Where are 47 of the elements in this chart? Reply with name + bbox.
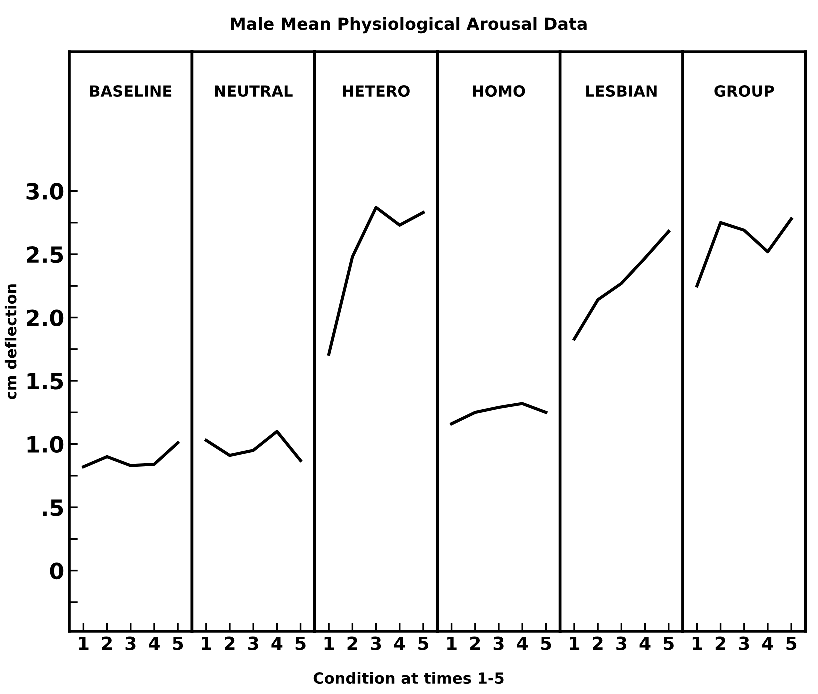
x-tick-label: 2 xyxy=(593,636,603,650)
text: HOMO xyxy=(473,85,526,98)
x-axis-title: Condition at times 1-5 xyxy=(314,672,504,684)
y-tick-label: .5 xyxy=(43,500,64,516)
y-tick-label: 0 xyxy=(50,562,64,580)
x-tick-label: 2 xyxy=(225,636,235,650)
x-tick-label: 5 xyxy=(418,636,428,650)
chart-title: Male Mean Physiological Arousal Data xyxy=(231,17,587,34)
x-tick-label: 5 xyxy=(786,636,797,650)
x-tick-label: 2 xyxy=(102,636,112,650)
x-tick-label: 1 xyxy=(692,636,702,650)
x-tick-label: 4 xyxy=(762,636,774,650)
x-tick-label: 3 xyxy=(616,636,627,650)
x-tick-label: 1 xyxy=(202,636,212,650)
x-tick-label: 3 xyxy=(126,636,136,650)
y-tick-label: 1.0 xyxy=(28,436,64,454)
x-tick-label: 2 xyxy=(348,636,358,650)
x-tick-label: 5 xyxy=(541,636,552,650)
x-tick-label: 5 xyxy=(296,636,306,650)
x-tick-label: 3 xyxy=(739,636,750,650)
x-tick-label: 1 xyxy=(570,636,580,650)
x-tick-label: 3 xyxy=(248,636,258,650)
x-tick-label: 2 xyxy=(716,636,726,650)
y-tick-label: 3.0 xyxy=(26,183,64,200)
text: NEUTRAL xyxy=(215,86,293,98)
x-tick-label: 3 xyxy=(494,636,504,650)
x-tick-label: 1 xyxy=(79,636,89,650)
y-tick-label: 2.5 xyxy=(27,246,64,264)
x-tick-label: 4 xyxy=(517,636,528,650)
y-tick-label: 2.0 xyxy=(27,310,64,327)
x-tick-label: 5 xyxy=(173,636,184,650)
x-tick-label: 1 xyxy=(448,636,457,650)
x-tick-label: 4 xyxy=(272,636,283,650)
y-tick-label: 1.5 xyxy=(28,373,64,390)
x-tick-label: 1 xyxy=(324,636,334,650)
x-tick-label: 4 xyxy=(149,636,160,650)
y-axis-title: cm deflection xyxy=(4,284,17,400)
x-tick-label: 4 xyxy=(394,636,406,650)
text: HETERO xyxy=(343,85,410,98)
x-tick-label: 4 xyxy=(640,636,651,650)
line-series xyxy=(82,441,180,469)
x-tick-label: 5 xyxy=(664,636,674,650)
text: BASELINE xyxy=(90,85,172,98)
text: LESBIAN xyxy=(586,85,657,98)
x-tick-label: 3 xyxy=(371,636,382,650)
x-tick-label: 2 xyxy=(470,636,480,650)
text: GROUP xyxy=(714,85,774,98)
